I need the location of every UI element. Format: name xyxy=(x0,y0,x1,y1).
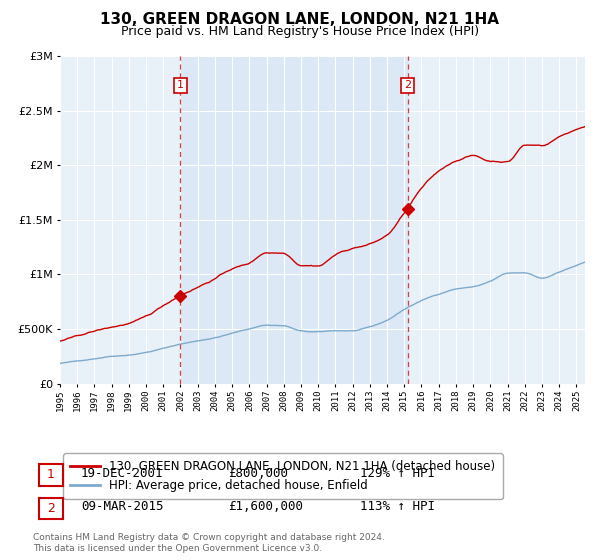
Text: 2: 2 xyxy=(47,502,55,515)
Text: 1: 1 xyxy=(47,468,55,482)
Text: £800,000: £800,000 xyxy=(228,466,288,480)
Text: Contains HM Land Registry data © Crown copyright and database right 2024.
This d: Contains HM Land Registry data © Crown c… xyxy=(33,533,385,553)
Text: 19-DEC-2001: 19-DEC-2001 xyxy=(81,466,163,480)
Text: 1: 1 xyxy=(177,81,184,91)
Text: 09-MAR-2015: 09-MAR-2015 xyxy=(81,500,163,514)
Bar xyxy=(181,56,408,384)
Text: £1,600,000: £1,600,000 xyxy=(228,500,303,514)
Text: 129% ↑ HPI: 129% ↑ HPI xyxy=(360,466,435,480)
Text: 113% ↑ HPI: 113% ↑ HPI xyxy=(360,500,435,514)
Text: Price paid vs. HM Land Registry's House Price Index (HPI): Price paid vs. HM Land Registry's House … xyxy=(121,25,479,38)
Legend: 130, GREEN DRAGON LANE, LONDON, N21 1HA (detached house), HPI: Average price, de: 130, GREEN DRAGON LANE, LONDON, N21 1HA … xyxy=(63,454,503,500)
Text: 130, GREEN DRAGON LANE, LONDON, N21 1HA: 130, GREEN DRAGON LANE, LONDON, N21 1HA xyxy=(101,12,499,27)
Text: 2: 2 xyxy=(404,81,411,91)
